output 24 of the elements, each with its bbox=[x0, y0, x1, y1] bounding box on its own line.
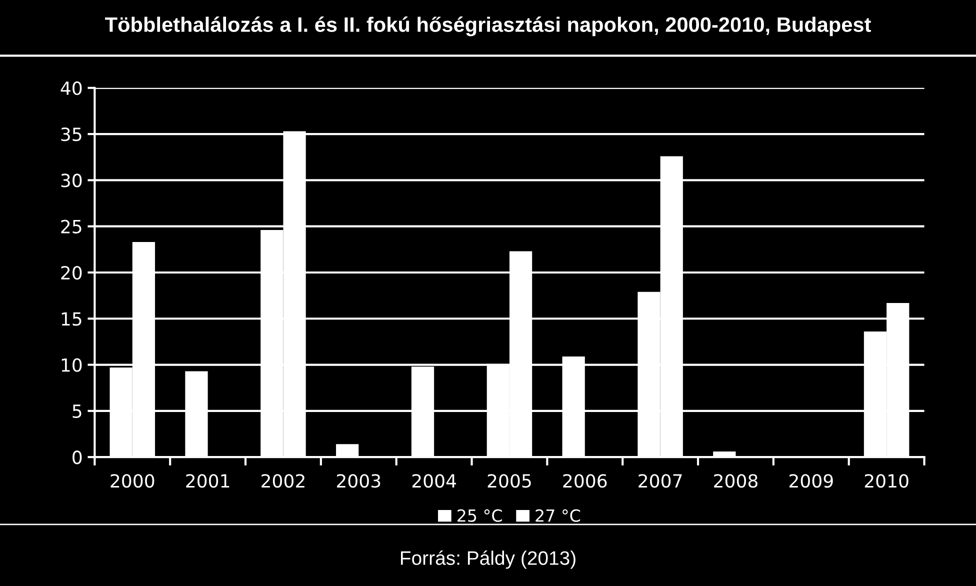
x-tick-label: 2009 bbox=[789, 474, 833, 488]
x-tick-label: 2002 bbox=[262, 474, 304, 488]
x-tick-label: 2001 bbox=[186, 474, 230, 488]
x-tick-label: 2003 bbox=[336, 474, 380, 488]
x-tick-label: 2005 bbox=[488, 474, 531, 488]
x-tick-label: 2000 bbox=[110, 474, 154, 488]
legend-label: 27 °C bbox=[536, 509, 580, 522]
text: Forrás: Páldy (2013) bbox=[400, 550, 576, 569]
y-tick-label: 15 bbox=[62, 312, 82, 326]
y-tick-label: 5 bbox=[72, 404, 82, 418]
chart-title: Többlethalálozás a I. és II. fokú hőségriasztási napokon, 2000-2010, Budapest bbox=[105, 16, 871, 36]
y-tick-label: 20 bbox=[61, 266, 82, 280]
x-tick-label: 2004 bbox=[412, 474, 456, 488]
x-tick-label: 2008 bbox=[714, 474, 758, 488]
y-tick-label: 25 bbox=[61, 220, 82, 234]
x-tick-label: 2010 bbox=[864, 474, 908, 488]
x-tick-label: 2006 bbox=[563, 474, 607, 488]
y-tick-label: 40 bbox=[60, 81, 82, 96]
y-tick-label: 30 bbox=[61, 174, 82, 188]
x-tick-label: 2007 bbox=[638, 474, 682, 488]
y-tick-label: 35 bbox=[61, 128, 82, 142]
y-tick-label: 10 bbox=[62, 358, 82, 372]
y-tick-label: 0 bbox=[72, 450, 82, 464]
legend-label: 25 °C bbox=[458, 509, 502, 522]
